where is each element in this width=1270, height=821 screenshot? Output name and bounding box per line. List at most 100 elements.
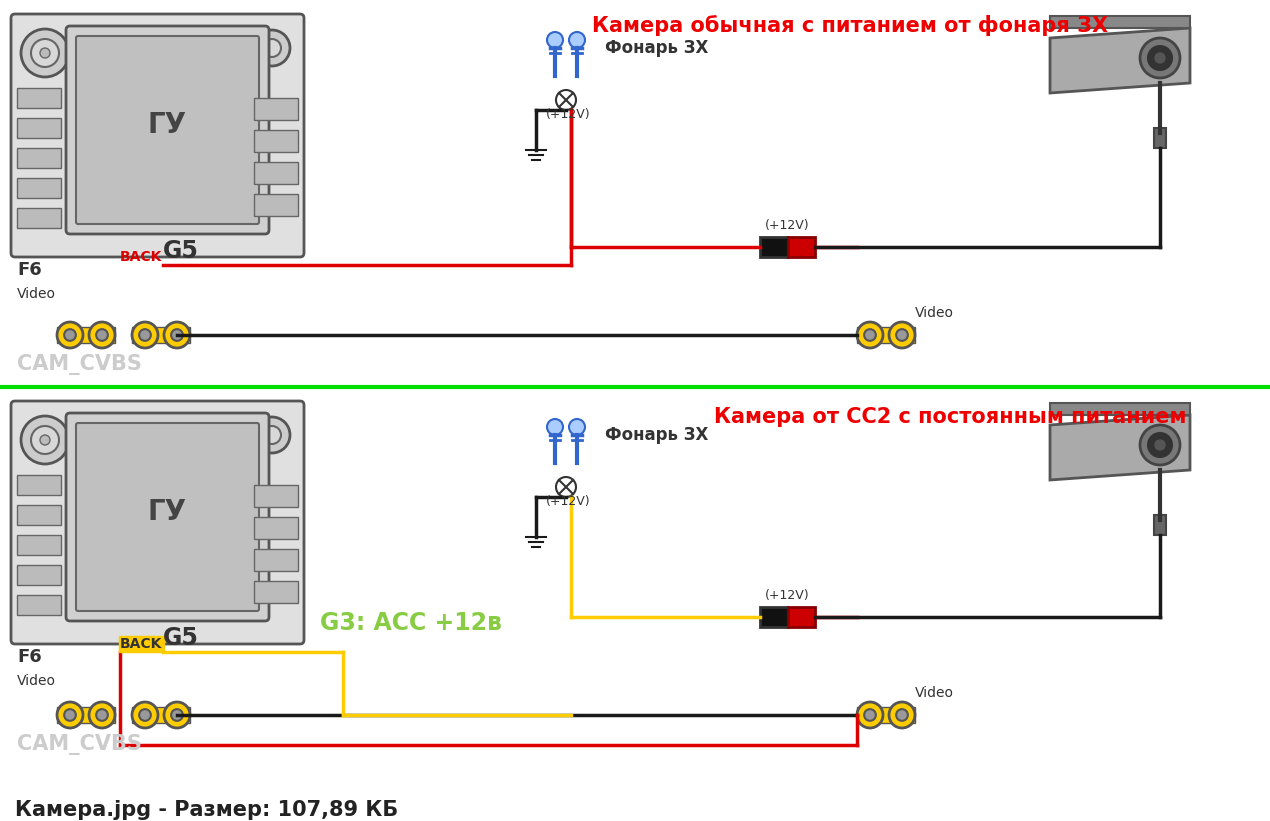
Bar xyxy=(17,148,61,168)
Polygon shape xyxy=(1050,415,1190,480)
Circle shape xyxy=(164,322,190,348)
Circle shape xyxy=(89,322,116,348)
Circle shape xyxy=(65,329,76,341)
Bar xyxy=(254,130,298,152)
Text: Фонарь ЗХ: Фонарь ЗХ xyxy=(605,426,709,444)
Bar xyxy=(17,505,61,525)
Circle shape xyxy=(889,322,914,348)
FancyBboxPatch shape xyxy=(76,423,259,611)
Text: Камера.jpg - Размер: 107,89 КБ: Камера.jpg - Размер: 107,89 КБ xyxy=(15,800,399,820)
Polygon shape xyxy=(1050,28,1190,93)
Bar xyxy=(759,607,787,627)
FancyBboxPatch shape xyxy=(66,413,269,621)
Bar xyxy=(17,475,61,495)
Circle shape xyxy=(140,329,151,341)
Bar xyxy=(17,565,61,585)
Text: Камера обычная с питанием от фонаря ЗХ: Камера обычная с питанием от фонаря ЗХ xyxy=(592,15,1107,36)
Text: Фонарь ЗХ: Фонарь ЗХ xyxy=(605,39,709,57)
Circle shape xyxy=(897,709,908,721)
Circle shape xyxy=(1140,38,1180,78)
Text: G3: АСС +12в: G3: АСС +12в xyxy=(320,611,502,635)
Bar xyxy=(17,88,61,108)
FancyBboxPatch shape xyxy=(76,36,259,224)
Circle shape xyxy=(1148,46,1172,70)
Text: Video: Video xyxy=(17,674,56,688)
Bar xyxy=(1050,16,1190,28)
Text: F6: F6 xyxy=(17,648,42,666)
FancyBboxPatch shape xyxy=(11,14,304,257)
Circle shape xyxy=(254,30,290,66)
Text: Video: Video xyxy=(17,287,56,301)
Bar xyxy=(254,517,298,539)
Bar xyxy=(17,118,61,138)
Bar xyxy=(17,535,61,555)
Bar xyxy=(132,328,190,343)
Circle shape xyxy=(1154,53,1165,63)
FancyBboxPatch shape xyxy=(11,401,304,644)
Circle shape xyxy=(889,702,914,728)
Circle shape xyxy=(140,709,151,721)
Bar xyxy=(57,707,116,722)
Bar xyxy=(17,595,61,615)
Bar xyxy=(787,607,815,627)
Text: BACK: BACK xyxy=(119,250,163,264)
Circle shape xyxy=(857,322,883,348)
Bar xyxy=(1154,128,1166,148)
Bar xyxy=(254,581,298,603)
Text: (+12V): (+12V) xyxy=(546,495,591,508)
Text: (+12V): (+12V) xyxy=(765,589,810,602)
Circle shape xyxy=(132,322,157,348)
Bar xyxy=(17,208,61,228)
Circle shape xyxy=(89,702,116,728)
Circle shape xyxy=(556,477,577,497)
Text: CAM_CVBS: CAM_CVBS xyxy=(17,354,142,375)
Circle shape xyxy=(547,419,563,435)
Circle shape xyxy=(254,417,290,453)
Circle shape xyxy=(97,329,108,341)
Text: (+12V): (+12V) xyxy=(765,219,810,232)
Circle shape xyxy=(1148,433,1172,457)
Bar xyxy=(57,328,116,343)
Circle shape xyxy=(263,39,281,57)
Bar xyxy=(1154,515,1166,535)
Bar xyxy=(759,237,787,257)
Circle shape xyxy=(864,329,876,341)
Bar xyxy=(254,549,298,571)
Bar xyxy=(857,707,914,722)
Circle shape xyxy=(39,435,50,445)
Bar xyxy=(857,328,914,343)
Circle shape xyxy=(1154,440,1165,450)
Bar xyxy=(787,237,815,257)
Text: G5: G5 xyxy=(163,239,199,263)
Circle shape xyxy=(569,32,585,48)
Text: F6: F6 xyxy=(17,261,42,279)
Circle shape xyxy=(57,322,83,348)
Circle shape xyxy=(97,709,108,721)
Bar xyxy=(1050,403,1190,415)
Circle shape xyxy=(39,48,50,58)
Text: G5: G5 xyxy=(163,626,199,650)
FancyBboxPatch shape xyxy=(66,26,269,234)
Circle shape xyxy=(171,709,183,721)
Circle shape xyxy=(569,419,585,435)
Text: CAM_CVBS: CAM_CVBS xyxy=(17,734,142,755)
Text: Video: Video xyxy=(914,686,954,700)
Circle shape xyxy=(57,702,83,728)
Bar xyxy=(254,98,298,120)
Circle shape xyxy=(171,329,183,341)
Circle shape xyxy=(22,416,69,464)
Circle shape xyxy=(547,32,563,48)
Text: Video: Video xyxy=(914,306,954,320)
Circle shape xyxy=(556,90,577,110)
Circle shape xyxy=(897,329,908,341)
Circle shape xyxy=(864,709,876,721)
Text: ГУ: ГУ xyxy=(147,111,187,139)
Text: BACK: BACK xyxy=(119,637,163,651)
Text: (+12V): (+12V) xyxy=(546,108,591,121)
Bar xyxy=(254,194,298,216)
Text: Камера от СС2 с постоянным питанием: Камера от СС2 с постоянным питанием xyxy=(714,407,1186,427)
Circle shape xyxy=(22,29,69,77)
Text: ГУ: ГУ xyxy=(147,498,187,526)
Circle shape xyxy=(30,39,58,67)
Circle shape xyxy=(30,426,58,454)
